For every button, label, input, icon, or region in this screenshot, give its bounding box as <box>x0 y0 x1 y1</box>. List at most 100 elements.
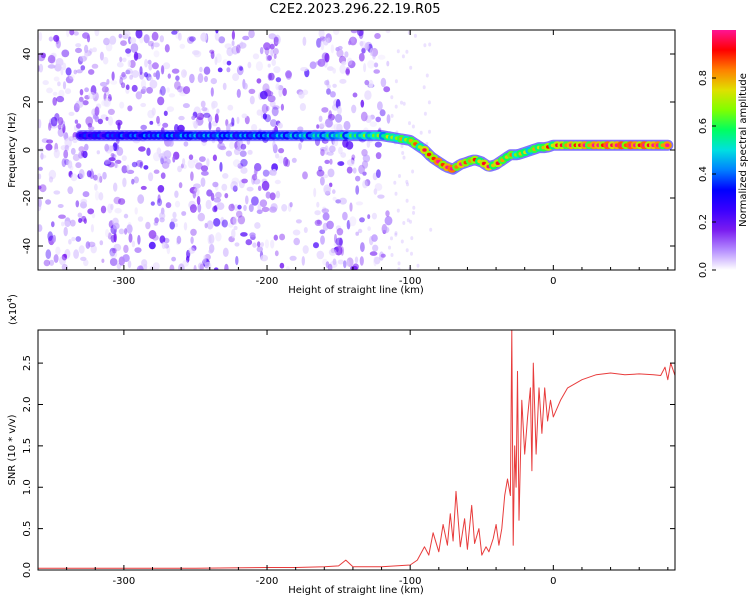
noise-speckle <box>178 115 185 121</box>
noise-speckle <box>213 267 219 270</box>
noise-speckle <box>231 228 236 239</box>
noise-speckle <box>192 120 196 126</box>
noise-speckle <box>224 193 229 199</box>
noise-speckle <box>189 73 195 84</box>
noise-speckle <box>243 82 248 90</box>
noise-speckle <box>113 196 122 205</box>
noise-speckle <box>231 177 240 185</box>
noise-speckle <box>65 75 74 84</box>
noise-speckle <box>241 113 248 119</box>
noise-speckle <box>55 58 64 67</box>
noise-speckle <box>211 100 218 109</box>
noise-speckle <box>339 197 347 205</box>
noise-speckle <box>318 165 323 172</box>
noise-speckle <box>57 204 64 208</box>
noise-speckle <box>357 228 363 234</box>
noise-speckle <box>50 116 58 127</box>
noise-speckle <box>393 180 397 185</box>
noise-speckle <box>165 202 172 209</box>
noise-speckle <box>182 103 190 109</box>
noise-speckle <box>337 161 345 167</box>
noise-speckle <box>134 52 142 60</box>
noise-speckle <box>123 213 129 219</box>
noise-speckle <box>158 153 166 159</box>
snr-frame <box>37 329 676 571</box>
noise-speckle <box>181 69 187 78</box>
noise-speckle <box>269 206 277 213</box>
noise-speckle <box>394 104 398 109</box>
noise-speckle <box>369 121 377 127</box>
noise-speckle <box>240 167 248 174</box>
chart-title: C2E2.2023.296.22.19.R05 <box>269 2 441 17</box>
noise-speckle <box>196 195 201 205</box>
noise-speckle <box>278 87 283 98</box>
noise-speckle <box>200 177 206 187</box>
noise-speckle <box>214 113 219 124</box>
noise-speckle <box>210 78 217 85</box>
noise-speckle <box>374 141 382 148</box>
noise-speckle <box>170 218 178 223</box>
noise-speckle <box>118 198 126 205</box>
noise-speckle <box>402 155 406 160</box>
noise-speckle <box>316 124 320 129</box>
noise-speckle <box>62 81 67 90</box>
noise-speckle <box>273 36 280 43</box>
noise-speckle <box>319 229 326 235</box>
noise-speckle <box>248 88 256 94</box>
noise-speckle <box>78 169 85 179</box>
noise-speckle <box>231 117 235 126</box>
noise-speckle <box>332 83 337 88</box>
noise-speckle <box>134 247 142 254</box>
noise-speckle <box>197 73 204 84</box>
noise-speckle <box>405 198 409 203</box>
noise-speckle <box>373 62 379 68</box>
noise-speckle <box>274 250 279 257</box>
noise-speckle <box>232 185 238 192</box>
noise-speckle <box>80 256 87 261</box>
noise-speckle <box>63 221 71 227</box>
noise-speckle <box>67 160 73 169</box>
noise-speckle <box>388 245 391 250</box>
noise-speckle <box>273 66 281 74</box>
noise-speckle <box>247 61 252 69</box>
noise-speckle <box>79 55 87 62</box>
noise-speckle <box>172 155 176 163</box>
snr-series <box>38 330 675 569</box>
noise-speckle <box>38 63 44 73</box>
noise-speckle <box>351 104 357 114</box>
noise-speckle <box>390 253 394 257</box>
noise-speckle <box>267 95 276 103</box>
noise-speckle <box>102 56 109 65</box>
noise-speckle <box>336 228 344 236</box>
noise-speckle <box>73 102 80 113</box>
noise-speckle <box>246 186 254 192</box>
noise-speckle <box>231 30 235 40</box>
noise-speckle <box>270 119 277 127</box>
noise-speckle <box>350 30 358 34</box>
noise-speckle <box>133 51 139 61</box>
noise-speckle <box>210 51 215 60</box>
noise-speckle <box>364 90 372 100</box>
noise-speckle <box>256 109 262 116</box>
noise-speckle <box>332 258 337 266</box>
noise-speckle <box>87 122 93 128</box>
noise-speckle <box>281 204 288 212</box>
noise-speckle <box>112 248 117 254</box>
noise-speckle <box>337 106 342 115</box>
noise-speckle <box>212 181 219 188</box>
noise-speckle <box>334 245 343 256</box>
noise-speckle <box>330 44 335 54</box>
noise-speckle <box>240 232 248 237</box>
noise-speckle <box>101 86 109 93</box>
noise-speckle <box>48 176 54 183</box>
noise-speckle <box>243 204 247 212</box>
noise-speckle <box>349 216 357 227</box>
noise-speckle <box>61 221 65 227</box>
noise-speckle <box>178 32 182 41</box>
noise-speckle <box>87 91 96 100</box>
noise-speckle <box>122 57 127 63</box>
noise-speckle <box>408 121 411 126</box>
noise-speckle <box>268 49 274 55</box>
noise-speckle <box>212 205 218 213</box>
noise-speckle <box>178 182 183 189</box>
